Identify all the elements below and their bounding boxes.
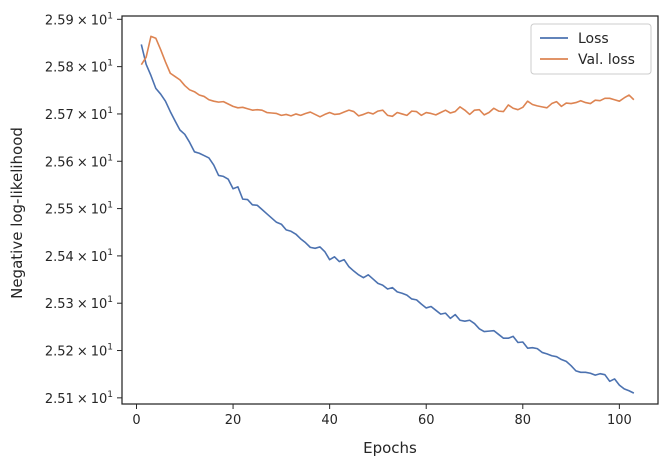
y-tick-base: 10 [91, 250, 108, 265]
y-tick-times: × [77, 13, 88, 28]
x-tick-label: 20 [225, 413, 242, 428]
legend: Loss Val. loss [530, 23, 652, 75]
y-tick-times: × [77, 250, 88, 265]
y-tick-mantissa: 2.56 [45, 155, 74, 170]
y-tick-label: 2.56 × 101 [45, 153, 113, 170]
y-tick-mantissa: 2.52 [45, 345, 74, 360]
y-tick-times: × [77, 203, 88, 218]
y-tick-times: × [77, 61, 88, 76]
y-tick-exp: 1 [107, 295, 113, 305]
y-tick-mantissa: 2.57 [45, 108, 74, 123]
y-tick-exp: 1 [107, 106, 113, 116]
legend-label-loss: Loss [578, 31, 609, 47]
y-tick-base: 10 [91, 297, 108, 312]
y-tick-label: 2.57 × 101 [45, 106, 113, 123]
y-tick-mantissa: 2.54 [45, 250, 74, 265]
y-tick-times: × [77, 392, 88, 407]
y-tick-exp: 1 [107, 59, 113, 69]
y-tick-times: × [77, 108, 88, 123]
y-tick-times: × [77, 297, 88, 312]
legend-box [530, 23, 652, 75]
y-tick-base: 10 [91, 203, 108, 218]
y-tick-exp: 1 [107, 153, 113, 163]
series-line-val-loss [140, 35, 635, 118]
y-tick-label: 2.53 × 101 [45, 295, 113, 312]
y-tick-mantissa: 2.51 [45, 392, 74, 407]
y-tick-mantissa: 2.53 [45, 297, 74, 312]
legend-label-val-loss: Val. loss [578, 52, 635, 68]
y-tick-label: 2.51 × 101 [45, 390, 113, 407]
y-tick-times: × [77, 345, 88, 360]
y-tick-base: 10 [91, 392, 108, 407]
y-tick-mantissa: 2.58 [45, 61, 74, 76]
y-axis-label: Negative log-likelihood [8, 127, 26, 299]
x-tick-label: 0 [132, 413, 140, 428]
y-tick-base: 10 [91, 345, 108, 360]
x-axis-label: Epochs [363, 439, 417, 457]
y-tick-mantissa: 2.59 [45, 13, 74, 28]
y-tick-mantissa: 2.55 [45, 203, 74, 218]
y-tick-base: 10 [91, 13, 108, 28]
y-tick-base: 10 [91, 155, 108, 170]
y-tick-exp: 1 [107, 343, 113, 353]
x-axis: 0 20 40 60 80 100 [132, 404, 632, 428]
y-tick-label: 2.55 × 101 [45, 201, 113, 218]
x-tick-label: 100 [607, 413, 632, 428]
y-tick-exp: 1 [107, 201, 113, 211]
plot-area [121, 15, 659, 405]
y-tick-label: 2.58 × 101 [45, 59, 113, 76]
series-layer [140, 35, 635, 394]
x-tick-label: 80 [515, 413, 532, 428]
series-line-loss [140, 44, 635, 394]
y-tick-exp: 1 [107, 248, 113, 258]
y-tick-label: 2.54 × 101 [45, 248, 113, 265]
y-tick-base: 10 [91, 61, 108, 76]
y-tick-base: 10 [91, 108, 108, 123]
y-tick-label: 2.59 × 101 [45, 11, 113, 28]
x-tick-label: 60 [418, 413, 435, 428]
y-tick-label: 2.52 × 101 [45, 343, 113, 360]
x-tick-label: 40 [321, 413, 338, 428]
y-tick-exp: 1 [107, 11, 113, 21]
y-tick-exp: 1 [107, 390, 113, 400]
y-tick-times: × [77, 155, 88, 170]
